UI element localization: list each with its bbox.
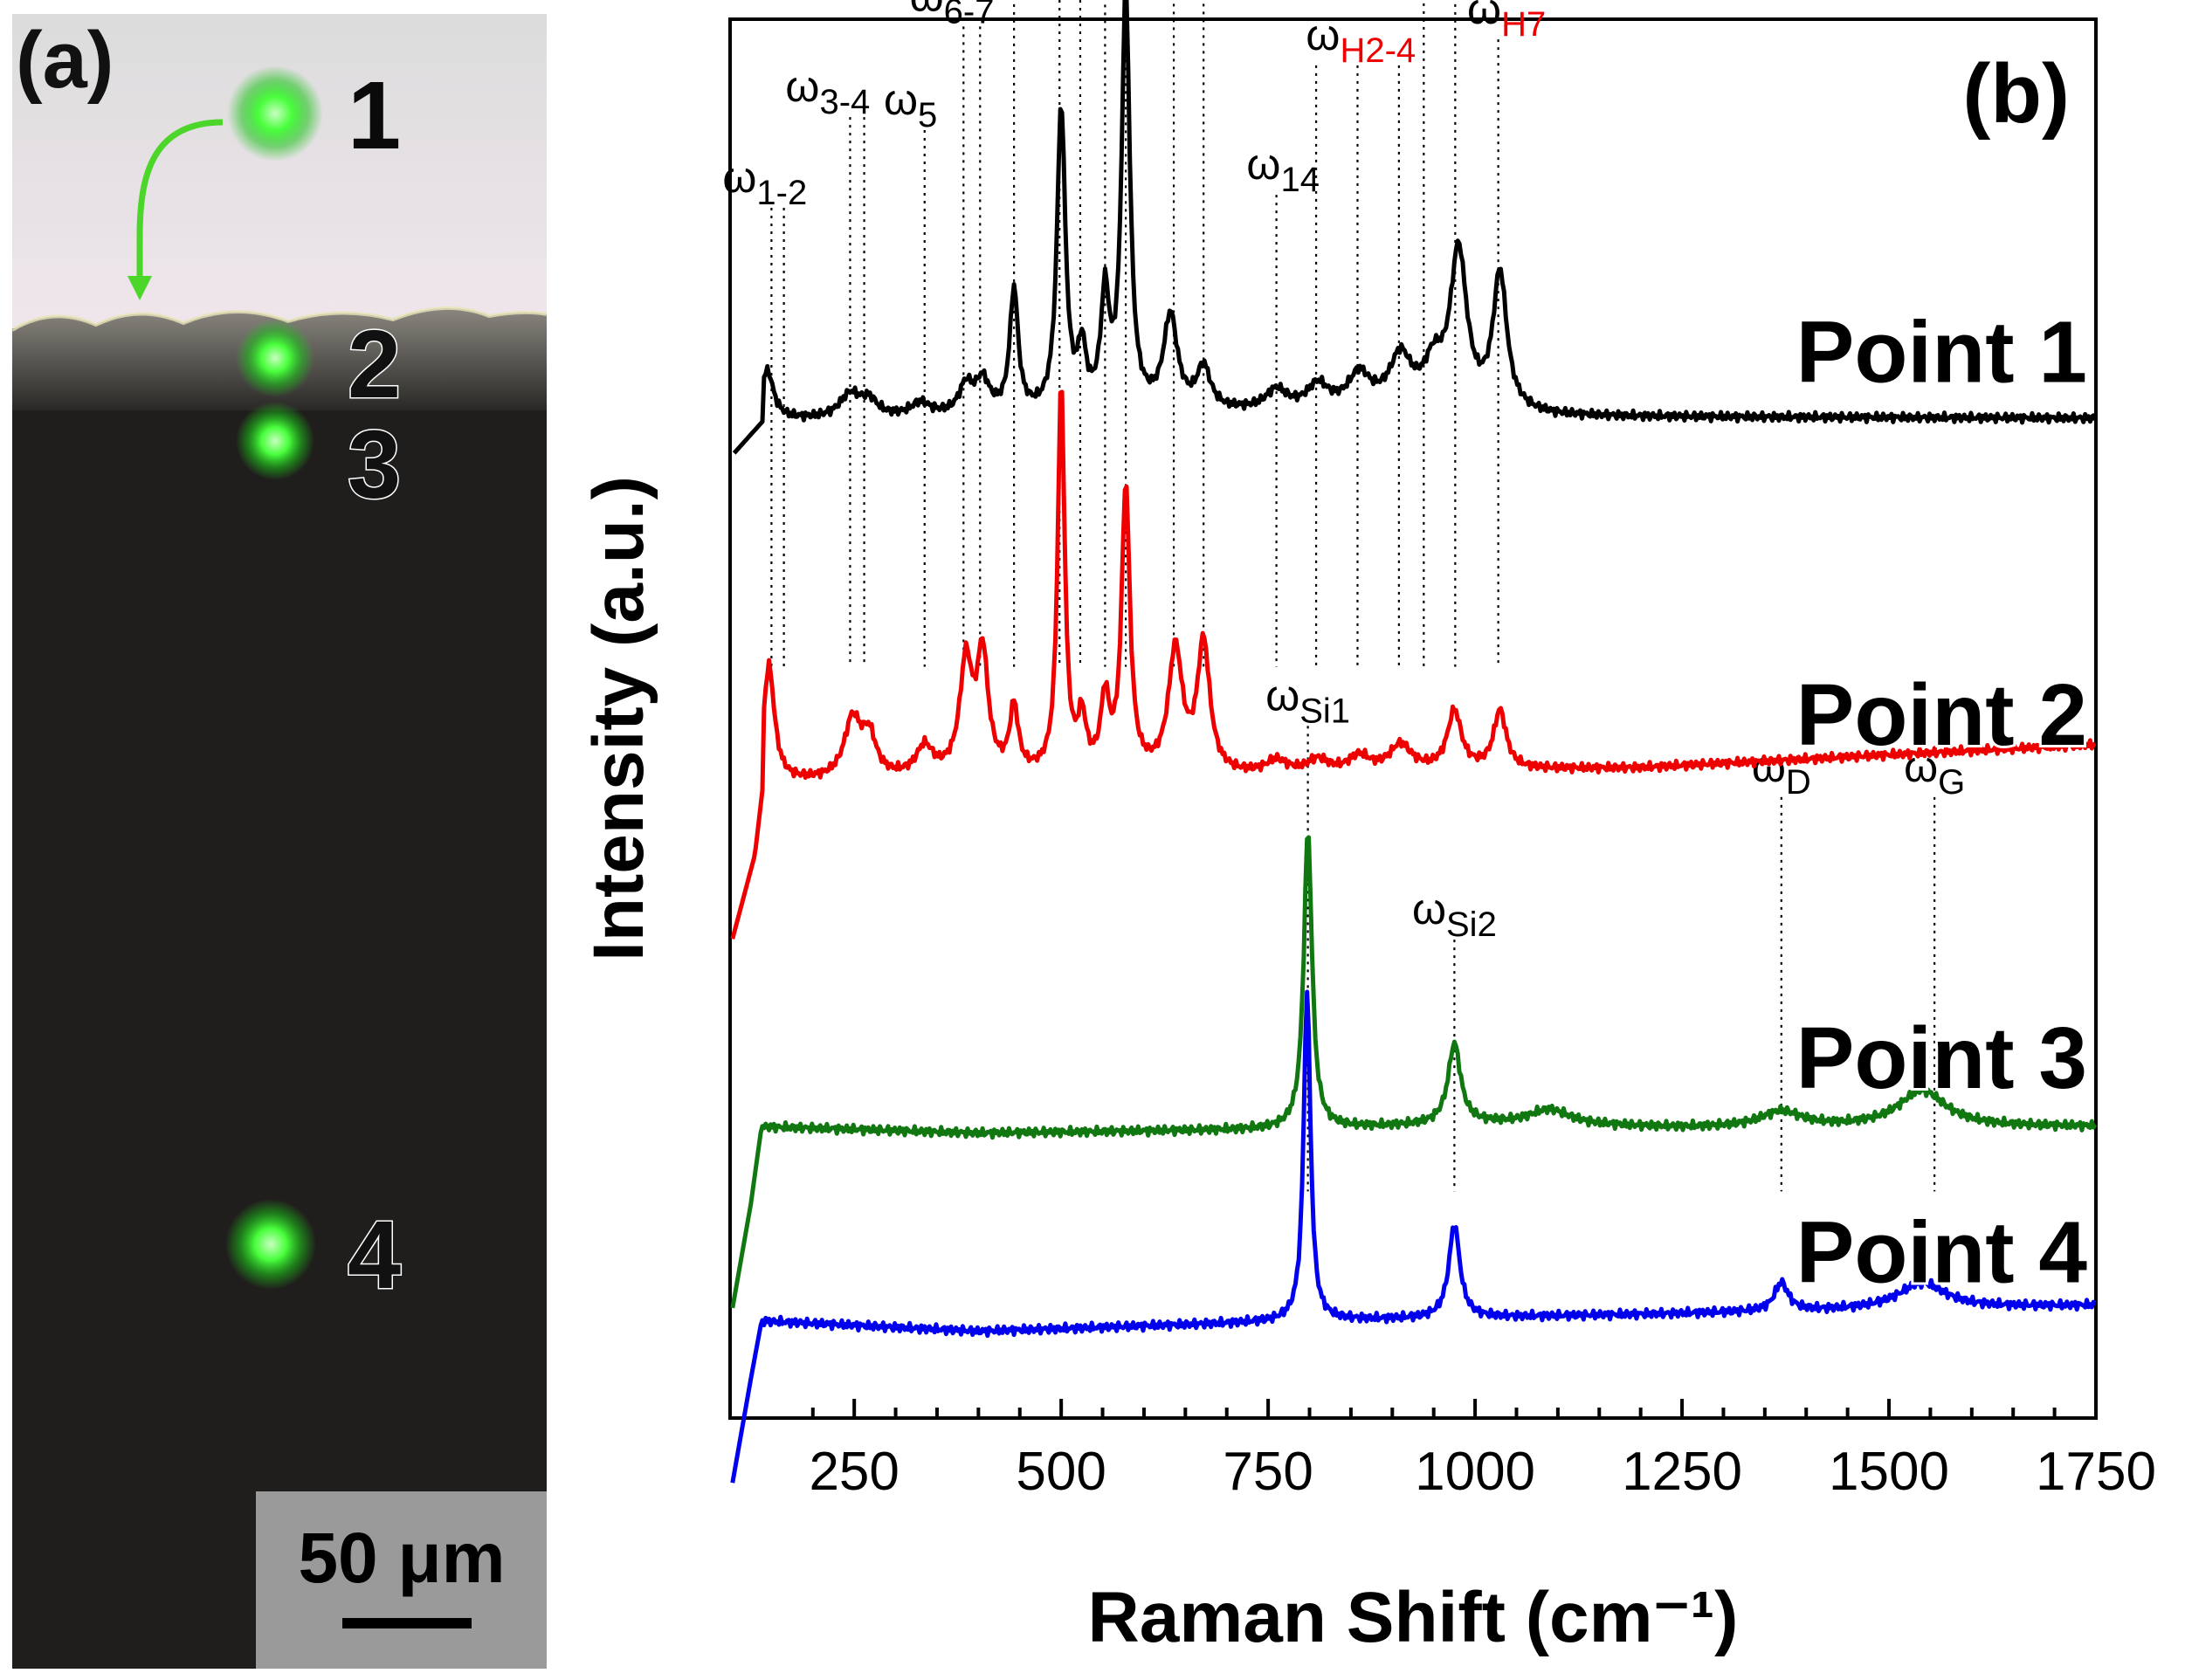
peak-label: ω1-2: [722, 153, 807, 212]
series-line-point-4: [730, 989, 2097, 1484]
x-tick-label: 750: [1223, 1442, 1313, 1502]
series-line-point-3: [730, 835, 2098, 1309]
x-tick-label: 1250: [1622, 1442, 1742, 1502]
micrograph-panel: (a) 1 2 3 4 50 μm: [10, 14, 548, 1669]
plot-frame: [728, 17, 2098, 1420]
x-tick-label: 500: [1016, 1442, 1106, 1502]
panel-a-label: (a): [16, 16, 114, 105]
laser-spot-1: [227, 65, 323, 162]
peak-label: ωSi2: [1412, 885, 1497, 944]
peak-label: ω5: [884, 75, 937, 134]
x-tick-label: 1000: [1415, 1442, 1535, 1502]
peak-label: ωSi1: [1265, 671, 1350, 730]
peak-label: ωD: [1752, 742, 1811, 802]
panel-b-label: (b): [1962, 47, 2070, 141]
x-tick-label: 1750: [2036, 1442, 2156, 1502]
scalebar-box: [256, 1491, 547, 1669]
laser-spot-3: [236, 402, 314, 480]
raman-chart: 250 500 750 1000 1250 1500 1750 ω1-2 ω3-4ω5 ω6-7…: [579, 0, 2156, 1657]
y-axis-label: Intensity (a.u.): [579, 476, 658, 961]
point-label-4: 4: [348, 1201, 401, 1309]
point-label-3: 3: [348, 411, 401, 519]
series-label-point-2: Point 2: [1796, 666, 2087, 764]
x-axis-label: Raman Shift (cm⁻¹): [1088, 1578, 1739, 1657]
peak-label: ω6-7: [910, 0, 995, 31]
laser-spot-4: [225, 1199, 316, 1290]
peak-label: ωH2-4: [1306, 10, 1416, 70]
laser-spot-2: [236, 319, 314, 397]
peak-label: ω14: [1246, 140, 1320, 199]
series-label-point-4: Point 4: [1796, 1203, 2088, 1301]
point-label-2: 2: [348, 311, 401, 418]
scan-arrow: [128, 119, 224, 300]
peak-label: ω3-4: [785, 62, 870, 121]
x-tick-label: 250: [809, 1442, 899, 1502]
point-label-1: 1: [348, 62, 401, 169]
series-line-point-2: [730, 389, 2097, 940]
peak-label: ωH7: [1467, 0, 1546, 44]
series-label-point-3: Point 3: [1796, 1009, 2087, 1107]
series-label-point-1: Point 1: [1796, 303, 2087, 401]
scalebar: [342, 1618, 472, 1628]
x-tick-label: 1500: [1829, 1442, 1949, 1502]
scalebar-label: 50 μm: [298, 1518, 505, 1598]
series-line-point-1: [732, 0, 2098, 455]
